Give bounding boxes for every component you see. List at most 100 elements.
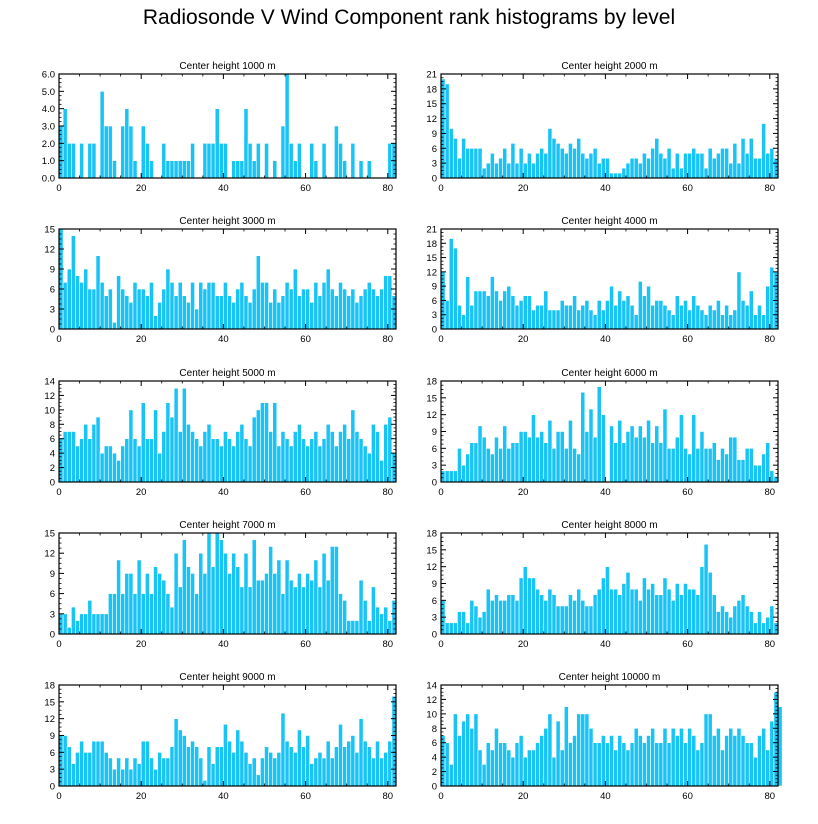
- histogram-bar: [568, 419, 573, 483]
- histogram-bar: [485, 588, 491, 635]
- histogram-bar: [334, 125, 339, 179]
- histogram-bar: [169, 606, 175, 635]
- histogram-bar: [736, 459, 742, 483]
- y-tick-label: 12: [426, 267, 437, 278]
- histogram-bar: [99, 613, 105, 635]
- histogram-bar: [744, 742, 750, 787]
- histogram-bar: [490, 749, 495, 787]
- histogram-bar: [75, 752, 80, 787]
- histogram-bar: [140, 125, 146, 179]
- histogram-bar: [732, 309, 738, 330]
- histogram-bar: [732, 605, 738, 635]
- x-tick-label: 40: [218, 639, 229, 650]
- histogram-bar: [703, 167, 709, 179]
- histogram-bar: [732, 143, 738, 179]
- y-tick-label: 12: [44, 245, 55, 256]
- histogram-bar: [120, 768, 126, 787]
- histogram-bar: [301, 438, 306, 483]
- histogram-bar: [161, 288, 167, 330]
- histogram-bar: [687, 152, 692, 179]
- histogram-bar: [227, 573, 232, 635]
- histogram-bar: [66, 746, 72, 787]
- histogram-bar: [334, 295, 339, 330]
- histogram-bar: [736, 727, 742, 787]
- histogram-bar: [276, 559, 282, 635]
- histogram-bar: [235, 160, 241, 179]
- histogram-bar: [674, 152, 680, 179]
- histogram-bar: [346, 295, 352, 330]
- histogram-bar: [617, 172, 623, 179]
- histogram-bar: [223, 723, 228, 787]
- histogram-bar: [161, 757, 167, 787]
- histogram-bar: [629, 425, 635, 483]
- histogram-bar: [670, 314, 676, 330]
- histogram-bar: [679, 414, 684, 483]
- histogram-bar: [679, 304, 684, 330]
- histogram-bar: [453, 622, 458, 635]
- histogram-bar: [683, 448, 688, 483]
- histogram-bar: [522, 295, 528, 330]
- histogram-bar: [268, 302, 274, 330]
- histogram-bar: [740, 735, 746, 787]
- histogram-bar: [728, 314, 734, 330]
- histogram-bar: [621, 167, 627, 179]
- histogram-bar: [243, 438, 249, 483]
- histogram-bar: [177, 586, 183, 635]
- y-tick-label: 0: [50, 630, 55, 641]
- histogram-bar: [284, 282, 290, 330]
- histogram-bar: [757, 735, 762, 787]
- x-tick-label: 80: [382, 639, 393, 650]
- histogram-bar: [218, 143, 224, 179]
- histogram-bar: [769, 720, 775, 787]
- y-tick-label: 6: [432, 444, 437, 455]
- histogram-bar: [313, 757, 319, 787]
- histogram-bar: [605, 157, 610, 179]
- histogram-bar: [584, 713, 590, 787]
- histogram-bar: [239, 586, 245, 635]
- histogram-bar: [617, 290, 623, 330]
- histogram-bar: [769, 470, 775, 483]
- histogram-bar: [128, 768, 134, 787]
- histogram-bar: [568, 594, 573, 635]
- histogram-bar: [202, 288, 208, 330]
- histogram-bar: [748, 448, 754, 483]
- y-tick-label: 12: [426, 410, 437, 421]
- histogram-bar: [736, 162, 742, 179]
- histogram-bar: [218, 295, 224, 330]
- x-tick-label: 80: [382, 791, 393, 802]
- histogram-bar: [255, 143, 261, 179]
- histogram-bar: [617, 594, 623, 635]
- histogram-bar: [527, 295, 532, 330]
- histogram-bar: [642, 436, 647, 483]
- histogram-bar: [531, 162, 536, 179]
- x-tick-label: 60: [682, 487, 693, 498]
- histogram-bar: [276, 445, 282, 483]
- histogram-bar: [268, 431, 274, 483]
- histogram-bar: [309, 302, 315, 330]
- x-tick-label: 40: [600, 791, 611, 802]
- histogram-bar: [288, 143, 294, 179]
- histogram-bar: [375, 295, 380, 330]
- histogram-bar: [186, 746, 191, 787]
- histogram-bar: [748, 138, 754, 179]
- histogram-bar: [658, 742, 664, 787]
- histogram-bar: [260, 282, 265, 330]
- histogram-bar: [448, 764, 454, 787]
- histogram-bar: [66, 268, 72, 330]
- histogram-bar: [485, 295, 491, 330]
- histogram-bar: [650, 442, 656, 483]
- histogram-bar: [358, 718, 364, 787]
- histogram-bar: [313, 431, 319, 483]
- histogram-bar: [243, 295, 249, 330]
- histogram-bar: [518, 300, 524, 330]
- histogram-bar: [559, 749, 565, 787]
- histogram-bar: [494, 436, 499, 483]
- y-tick-label: 12: [426, 695, 437, 706]
- histogram-bar: [108, 125, 113, 179]
- histogram-bar: [765, 152, 771, 179]
- histogram-bar: [724, 735, 729, 787]
- histogram-bar: [116, 559, 121, 635]
- histogram-bar: [625, 571, 631, 635]
- histogram-bar: [362, 740, 368, 787]
- histogram-bar: [654, 425, 660, 483]
